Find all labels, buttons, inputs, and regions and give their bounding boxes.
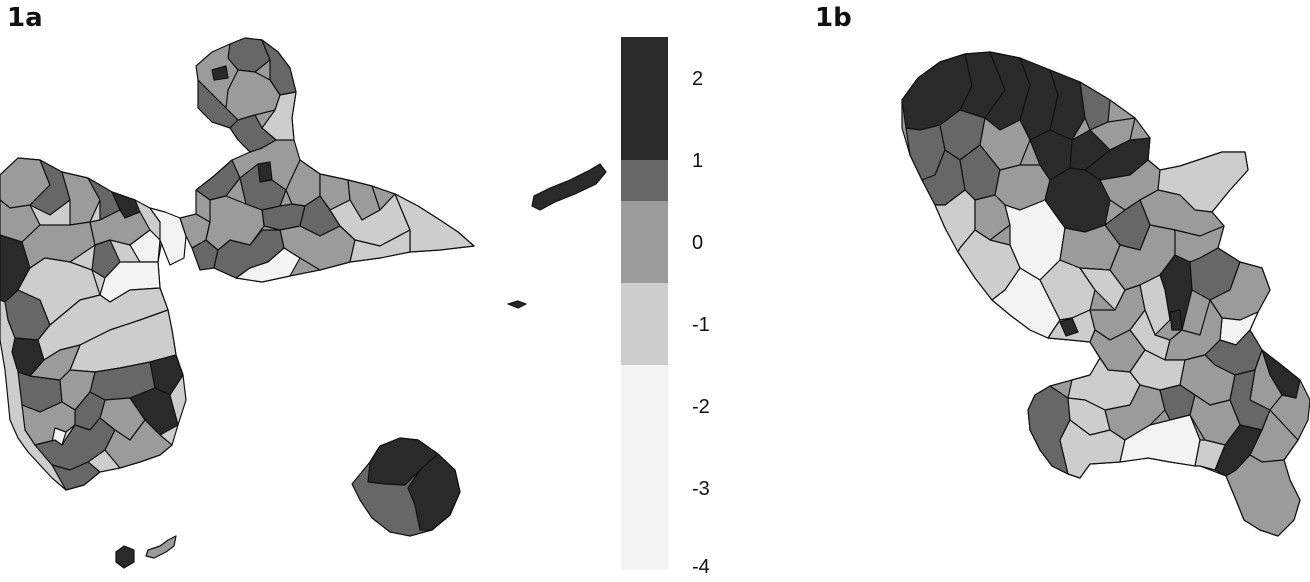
- legend-tick-neg3: -3: [692, 478, 710, 500]
- region-gt22[interactable]: [349, 229, 411, 263]
- legend-tick-0: 0: [692, 232, 704, 254]
- region-gt20[interactable]: [235, 247, 301, 283]
- legend-bin-very-light: [621, 365, 668, 570]
- region-w13[interactable]: [129, 229, 161, 263]
- panel-label-1a: 1a: [7, 3, 43, 33]
- island-petite-terre[interactable]: [507, 300, 527, 309]
- legend-bin-dark: [621, 160, 668, 201]
- region-gt2[interactable]: [211, 65, 229, 81]
- region-w29[interactable]: [104, 419, 173, 469]
- region-mq-sw2[interactable]: [1027, 385, 1071, 475]
- region-mq-sw10[interactable]: [1194, 439, 1226, 471]
- region-mq-fdf2[interactable]: [1059, 317, 1079, 337]
- region-gt7[interactable]: [229, 114, 277, 153]
- legend-tick-neg1: -1: [692, 314, 710, 336]
- region-mq-fdf5[interactable]: [1169, 309, 1183, 331]
- island-mg-east[interactable]: [407, 453, 461, 531]
- legend-tick-neg4: -4: [692, 556, 710, 578]
- legend-tick-1: 1: [692, 150, 704, 172]
- region-c1[interactable]: [149, 207, 187, 266]
- island-desirade[interactable]: [531, 163, 607, 211]
- region-gt21[interactable]: [205, 195, 265, 251]
- region-mq-c4[interactable]: [957, 229, 1021, 301]
- region-gt5[interactable]: [225, 69, 281, 121]
- island-saintes-1[interactable]: [115, 545, 135, 569]
- legend-bin-light: [621, 283, 668, 365]
- legend-bin-very-dark: [621, 37, 668, 160]
- legend-colorbar: [621, 37, 668, 570]
- region-mq-se2[interactable]: [1225, 454, 1301, 537]
- region-w30[interactable]: [51, 461, 101, 491]
- island-saintes-2[interactable]: [145, 535, 177, 559]
- legend-tick-2: 2: [692, 68, 704, 90]
- panel-label-1b: 1b: [815, 3, 852, 33]
- map-1a: [0, 37, 607, 569]
- legend-bin-medium: [621, 201, 668, 283]
- region-gt6[interactable]: [261, 91, 297, 141]
- region-gt3[interactable]: [227, 37, 271, 73]
- legend-tick-neg2: -2: [692, 396, 710, 418]
- map-1b: [901, 51, 1310, 537]
- region-mq-sw4[interactable]: [1059, 419, 1126, 479]
